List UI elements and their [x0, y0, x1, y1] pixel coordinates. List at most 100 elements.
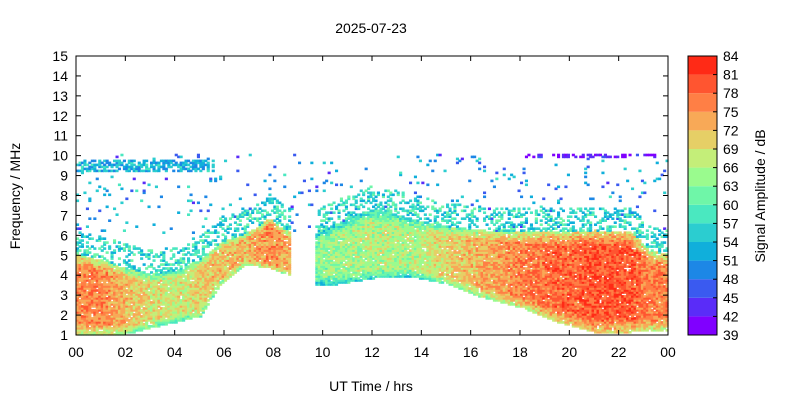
heatmap-cell: [426, 163, 430, 167]
heatmap-cell: [154, 307, 158, 310]
heatmap-cell: [243, 255, 247, 258]
heatmap-cell: [320, 229, 324, 232]
heatmap-cell: [357, 217, 361, 220]
heatmap-cell: [233, 235, 237, 238]
heatmap-cell: [206, 165, 210, 169]
heatmap-cell: [273, 197, 277, 201]
heatmap-cell: [421, 209, 425, 213]
heatmap-cell: [117, 323, 121, 326]
heatmap-cell: [174, 283, 178, 286]
heatmap-cell: [142, 273, 146, 276]
heatmap-cell: [130, 165, 134, 169]
heatmap-cell: [344, 231, 348, 234]
heatmap-cell: [113, 283, 117, 286]
heatmap-cell: [362, 191, 366, 195]
heatmap-cell: [113, 251, 117, 254]
heatmap-cell: [179, 299, 183, 302]
heatmap-cell: [438, 223, 442, 226]
heatmap-cell: [354, 227, 358, 230]
heatmap-cell: [80, 239, 84, 242]
heatmap-cell: [431, 241, 435, 244]
heatmap-cell: [438, 245, 442, 248]
heatmap-cell: [103, 237, 107, 240]
heatmap-cell: [110, 267, 114, 270]
heatmap-cell: [209, 253, 213, 256]
heatmap-cell: [100, 287, 104, 290]
heatmap-cell: [399, 275, 403, 278]
heatmap-cell: [236, 257, 240, 260]
heatmap-cell: [433, 243, 437, 246]
heatmap-cell: [214, 283, 218, 286]
heatmap-cell: [90, 163, 94, 167]
heatmap-cell: [258, 257, 262, 260]
heatmap-cell: [159, 295, 163, 298]
heatmap-cell: [431, 265, 435, 268]
heatmap-cell: [270, 265, 274, 268]
heatmap-cell: [450, 227, 454, 230]
heatmap-cell: [322, 255, 326, 258]
heatmap-cell: [265, 251, 269, 254]
heatmap-cell: [283, 217, 287, 220]
heatmap-cell: [76, 163, 80, 167]
heatmap-cell: [379, 251, 383, 254]
heatmap-cell: [275, 257, 279, 260]
heatmap-cell: [231, 265, 235, 268]
heatmap-cell: [448, 215, 452, 218]
heatmap-cell: [386, 219, 390, 222]
heatmap-cell: [399, 259, 403, 262]
heatmap-cell: [332, 225, 336, 228]
heatmap-cell: [211, 293, 215, 296]
heatmap-cell: [211, 289, 215, 292]
heatmap-cell: [201, 263, 205, 266]
heatmap-cell: [359, 255, 363, 258]
heatmap-cell: [246, 183, 250, 187]
heatmap-cell: [191, 237, 195, 240]
heatmap-cell: [125, 331, 129, 334]
heatmap-cell: [209, 297, 213, 300]
heatmap-cell: [327, 217, 331, 220]
heatmap-cell: [325, 255, 329, 258]
heatmap-cell: [372, 257, 376, 260]
heatmap-cell: [330, 273, 334, 276]
heatmap-cell: [283, 253, 287, 256]
heatmap-cell: [322, 219, 326, 222]
heatmap-cell: [278, 269, 282, 272]
heatmap-cell: [125, 273, 129, 276]
heatmap-cell: [226, 277, 230, 280]
heatmap-cell: [376, 251, 380, 254]
heatmap-cell: [90, 275, 94, 278]
heatmap-cell: [352, 257, 356, 260]
heatmap-cell: [453, 251, 457, 254]
heatmap-cell: [389, 211, 393, 214]
heatmap-cell: [100, 245, 104, 248]
heatmap-cell: [174, 311, 178, 314]
heatmap-cell: [386, 253, 390, 256]
heatmap-cell: [418, 263, 422, 266]
heatmap-cell: [85, 251, 89, 254]
heatmap-cell: [389, 249, 393, 252]
heatmap-cell: [416, 275, 420, 278]
heatmap-cell: [441, 229, 445, 232]
heatmap-cell: [199, 303, 203, 306]
heatmap-cell: [221, 245, 225, 248]
heatmap-cell: [384, 247, 388, 250]
heatmap-cell: [406, 261, 410, 264]
heatmap-cell: [120, 311, 124, 314]
heatmap-cell: [150, 251, 154, 254]
heatmap-cell: [167, 315, 171, 318]
heatmap-cell: [214, 279, 218, 282]
heatmap-cell: [423, 221, 427, 224]
heatmap-cell: [369, 229, 373, 232]
heatmap-cell: [103, 269, 107, 272]
heatmap-cell: [374, 213, 378, 216]
heatmap-cell: [446, 279, 450, 282]
heatmap-cell: [125, 281, 129, 284]
heatmap-cell: [224, 277, 228, 280]
heatmap-cell: [132, 289, 136, 292]
heatmap-cell: [115, 273, 119, 276]
heatmap-cell: [206, 287, 210, 290]
heatmap-cell: [399, 263, 403, 266]
heatmap-cell: [103, 313, 107, 316]
heatmap-cell: [125, 279, 129, 282]
heatmap-cell: [278, 229, 282, 232]
